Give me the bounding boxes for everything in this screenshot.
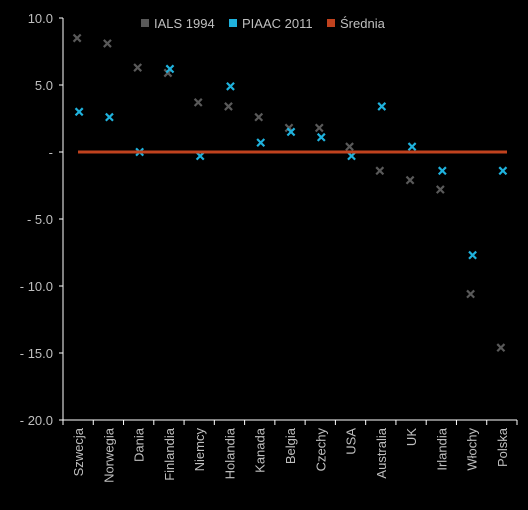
y-tick-label: 10.0 [28,11,53,26]
x-tick-label: Włochy [465,428,480,471]
series-piaac-2011 [74,64,508,260]
x-tick-label: Norwegia [101,427,116,483]
data-point [466,289,475,299]
data-point [316,132,326,142]
y-tick-label: - 20.0 [20,413,53,428]
series-layer [72,33,508,353]
data-point [407,142,417,152]
legend-swatch [229,19,237,27]
y-tick-label: - 15.0 [20,346,53,361]
data-point [468,250,477,260]
data-point [133,63,143,72]
series-ials-1994 [72,33,506,353]
x-tick-label: Belgia [283,427,298,464]
data-point [377,102,387,111]
legend-label: Średnia [340,16,386,31]
data-point [314,123,324,133]
data-point [193,98,203,107]
data-point [105,112,114,122]
data-point [435,185,445,194]
legend-label: IALS 1994 [154,16,215,31]
data-point [347,151,356,161]
x-tick-label: Polska [495,427,510,467]
data-point [405,175,415,185]
x-axis: Szwecja Norwegia Dania Finlandia Niemcy Holan… [62,419,518,483]
data-point [226,81,235,91]
legend-swatch [141,19,149,27]
x-tick-label: Niemcy [192,428,207,472]
data-point [165,64,175,74]
data-point [375,166,385,176]
data-point [195,151,205,161]
y-tick-label: - 5.0 [27,212,53,227]
x-tick-label: Szwecja [71,427,86,476]
legend: IALS 1994 PIAAC 2011 Średnia [141,16,386,31]
legend-swatch [327,19,335,27]
data-point [496,343,506,353]
y-tick-label: - [49,145,53,160]
data-point [72,33,82,43]
x-tick-label: Holandia [222,427,237,479]
x-tick-label: Dania [132,427,147,462]
legend-label: PIAAC 2011 [242,16,313,31]
x-tick-label: Australia [374,427,389,478]
y-tick-label: - 10.0 [20,279,53,294]
data-point [254,112,264,122]
x-tick-label: UK [404,428,419,446]
data-point [74,107,84,117]
x-tick-label: Irlandia [434,427,449,470]
x-tick-label: Finlandia [162,427,177,481]
y-tick-label: 5.0 [35,78,53,93]
data-point [103,39,112,48]
data-point [345,142,354,152]
data-point [224,102,233,111]
x-tick-label: USA [344,428,359,455]
data-point [256,138,266,147]
x-tick-label: Kanada [253,427,268,473]
x-tick-label: Czechy [313,428,328,472]
data-point [286,127,296,137]
data-point [498,166,508,176]
data-point [437,166,447,176]
y-axis: 10.0 5.0 - - 5.0 - 10.0 - 15.0 - 20.0 [20,11,64,428]
